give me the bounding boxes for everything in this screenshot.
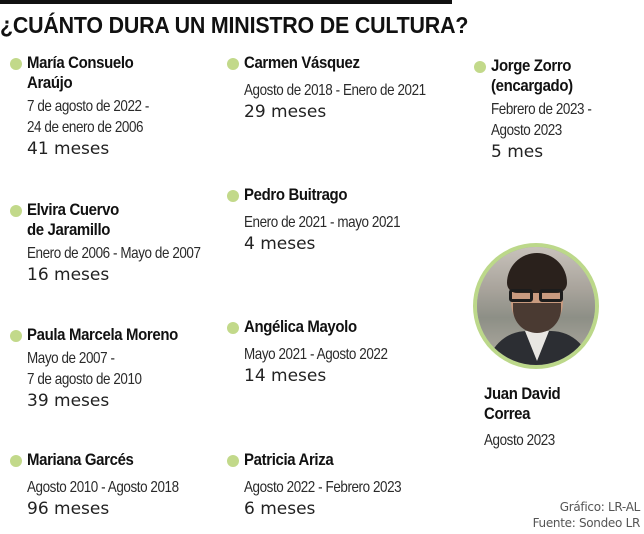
bullet-dot-icon [10, 330, 22, 342]
minister-duration: 41 meses [27, 139, 110, 159]
minister-period: Mayo de 2007 - 7 de agosto de 2010 [27, 350, 142, 388]
bullet-dot-icon [227, 190, 239, 202]
current-minister-name: Juan David Correa [484, 384, 561, 423]
bullet-dot-icon [10, 455, 22, 467]
minister-entry-maria-consuelo-araujo: María Consuelo Araújo 7 de agosto de 202… [10, 53, 172, 160]
minister-name: Mariana Garcés [27, 450, 134, 469]
minister-period: Agosto 2010 - Agosto 2018 [27, 479, 179, 496]
top-rule [0, 0, 452, 4]
minister-duration: 5 mes [491, 142, 544, 162]
minister-name: Paula Marcela Moreno [27, 325, 178, 344]
minister-name: Elvira Cuervo de Jaramillo [27, 200, 119, 239]
minister-name: Patricia Ariza [244, 450, 334, 469]
minister-period: Febrero de 2023 - Agosto 2023 [491, 101, 592, 139]
minister-entry-pedro-buitrago: Pedro Buitrago Enero de 2021 - mayo 2021… [227, 185, 430, 255]
minister-name: Carmen Vásquez [244, 53, 360, 72]
glasses [509, 289, 565, 303]
minister-period: Agosto de 2018 - Enero de 2021 [244, 82, 426, 99]
minister-period: Enero de 2006 - Mayo de 2007 [27, 245, 201, 262]
minister-entry-patricia-ariza: Patricia Ariza Agosto 2022 - Febrero 202… [227, 450, 431, 520]
minister-duration: 96 meses [27, 499, 110, 519]
bullet-dot-icon [10, 205, 22, 217]
minister-name: Angélica Mayolo [244, 317, 357, 336]
minister-entry-elvira-cuervo: Elvira Cuervo de Jaramillo Enero de 2006… [10, 200, 234, 286]
minister-duration: 29 meses [244, 102, 327, 122]
minister-entry-mariana-garces: Mariana Garcés Agosto 2010 - Agosto 2018… [10, 450, 208, 520]
current-minister-entry: Juan David Correa Agosto 2023 [484, 384, 571, 451]
bullet-dot-icon [474, 61, 486, 73]
page-title: ¿CUÁNTO DURA UN MINISTRO DE CULTURA? [0, 12, 469, 38]
bullet-dot-icon [227, 58, 239, 70]
minister-name: María Consuelo Araújo [27, 53, 134, 92]
minister-name: Jorge Zorro (encargado) [491, 56, 573, 95]
bullet-dot-icon [10, 58, 22, 70]
minister-period: 7 de agosto de 2022 - 24 de enero de 200… [27, 98, 149, 136]
bullet-dot-icon [227, 322, 239, 334]
minister-period: Enero de 2021 - mayo 2021 [244, 214, 401, 231]
current-minister-portrait-photo [473, 243, 599, 369]
minister-entry-paula-marcela-moreno: Paula Marcela Moreno Mayo de 2007 - 7 de… [10, 325, 199, 412]
bullet-dot-icon [227, 455, 239, 467]
minister-period: Agosto 2022 - Febrero 2023 [244, 479, 402, 496]
minister-entry-jorge-zorro: Jorge Zorro (encargado) Febrero de 2023 … [474, 56, 611, 163]
minister-period: Mayo 2021 - Agosto 2022 [244, 346, 388, 363]
minister-entry-angelica-mayolo: Angélica Mayolo Mayo 2021 - Agosto 2022 … [227, 317, 415, 387]
minister-duration: 16 meses [27, 265, 110, 285]
current-minister-period: Agosto 2023 [484, 432, 555, 449]
minister-duration: 14 meses [244, 366, 327, 386]
minister-duration: 6 meses [244, 499, 316, 519]
source-credit: Fuente: Sondeo LR [532, 516, 641, 530]
minister-duration: 4 meses [244, 234, 316, 254]
minister-duration: 39 meses [27, 391, 110, 411]
minister-entry-carmen-vasquez: Carmen Vásquez Agosto de 2018 - Enero de… [227, 53, 460, 123]
minister-name: Pedro Buitrago [244, 185, 348, 204]
graphic-credit: Gráfico: LR-AL [559, 500, 641, 514]
